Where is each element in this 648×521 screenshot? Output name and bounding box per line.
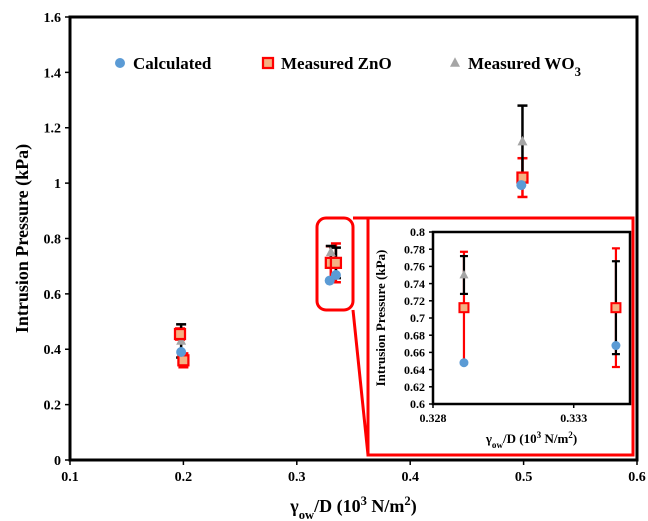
y-axis-title: Intrusion Pressure (kPa): [12, 144, 33, 333]
legend-marker: [450, 57, 460, 67]
data-point: [516, 180, 527, 191]
legend-label: Measured WO3: [468, 54, 581, 79]
x-tick-label: 0.3: [288, 470, 306, 485]
zoom-connector: [351, 309, 370, 456]
y-tick-label: 1.2: [44, 122, 62, 137]
data-point: [176, 347, 187, 358]
y-tick-label: 0.6: [410, 397, 425, 411]
x-axis-title-part: 3: [361, 494, 367, 508]
x-axis-title-part: 2: [404, 494, 410, 508]
y-tick-label: 0.8: [44, 232, 62, 247]
x-tick-label: 0.4: [401, 470, 419, 485]
data-point: [173, 327, 187, 341]
x-tick-label: 0.333: [560, 411, 587, 425]
x-tick-label: 0.6: [628, 470, 646, 485]
x-axis-title-part: 3: [537, 430, 542, 440]
y-tick-label: 0: [54, 454, 61, 469]
x-axis-title-part: N/m: [541, 431, 568, 446]
inset-plot: 0.6 0.62 0.64 0.66 0.68 0.7 0.72 0.74 0.76 0.78 0.…: [373, 225, 632, 450]
y-tick-label: 0.64: [404, 363, 425, 377]
y-tick-label: 0.8: [410, 225, 425, 239]
x-axis-title-part: γ: [289, 496, 299, 516]
markers-calculated: [459, 341, 621, 368]
legend-marker: [115, 58, 125, 68]
x-axis-title-part: ow: [299, 508, 315, 521]
data-point: [517, 135, 528, 146]
x-axis-title-part: N/m: [367, 496, 405, 516]
y-tick-label: 0.78: [404, 242, 425, 256]
x-tick-label: 0.1: [61, 470, 79, 485]
y-tick-label: 0.4: [44, 343, 62, 358]
legend-label: Calculated: [133, 54, 212, 73]
y-tick-label: 1: [54, 177, 61, 192]
legend-label: Measured ZnO: [281, 54, 392, 73]
data-point: [611, 341, 621, 351]
data-point: [458, 302, 470, 314]
data-point: [610, 302, 622, 314]
y-tick-label: 0.7: [410, 311, 425, 325]
markers-calculated: [176, 180, 527, 358]
y-tick-label: 0.66: [404, 346, 425, 360]
data-point: [325, 246, 336, 257]
data-point: [459, 358, 469, 368]
zoom-region-box: [315, 216, 355, 312]
legend-label-part: 3: [575, 65, 581, 79]
x-axis-title-part: 2: [568, 430, 573, 440]
y-tick-label: 0.68: [404, 328, 425, 342]
y-tick-label: 0.72: [404, 294, 425, 308]
x-tick-label: 0.2: [175, 470, 193, 485]
markers-measured-zno: [458, 302, 622, 314]
data-point: [330, 270, 341, 281]
y-tick-label: 0.2: [44, 399, 62, 414]
x-tick-label: 0.5: [515, 470, 533, 485]
plot-frame: [431, 230, 632, 406]
legend-label-part: Measured WO: [468, 54, 575, 73]
y-axis-title: Intrusion Pressure (kPa): [373, 250, 388, 387]
legend-marker: [261, 56, 275, 70]
x-axis-title-part: γ: [485, 431, 492, 446]
x-axis-title-part: ): [411, 496, 417, 517]
data-point: [459, 269, 469, 279]
y-tick-label: 1.4: [44, 66, 62, 81]
y-tick-label: 0.74: [404, 277, 425, 291]
y-tick-label: 0.6: [44, 288, 62, 303]
legend: Calculated Measured ZnO Measured WO3: [115, 54, 581, 79]
y-tick-label: 0.62: [404, 380, 425, 394]
x-axis-title-part: /D (10: [313, 496, 361, 517]
x-axis-title: γow/D (103 N/m2): [289, 494, 416, 521]
x-axis-title: γow/D (103 N/m2): [485, 430, 577, 450]
x-axis-title-part: /D (10: [502, 431, 537, 446]
y-tick-label: 1.6: [44, 11, 62, 26]
x-axis-title-part: ow: [492, 440, 504, 450]
x-axis-title-part: ): [573, 431, 577, 446]
y-tick-label: 0.76: [404, 260, 425, 274]
x-tick-label: 0.328: [420, 411, 447, 425]
data-point: [329, 256, 343, 269]
